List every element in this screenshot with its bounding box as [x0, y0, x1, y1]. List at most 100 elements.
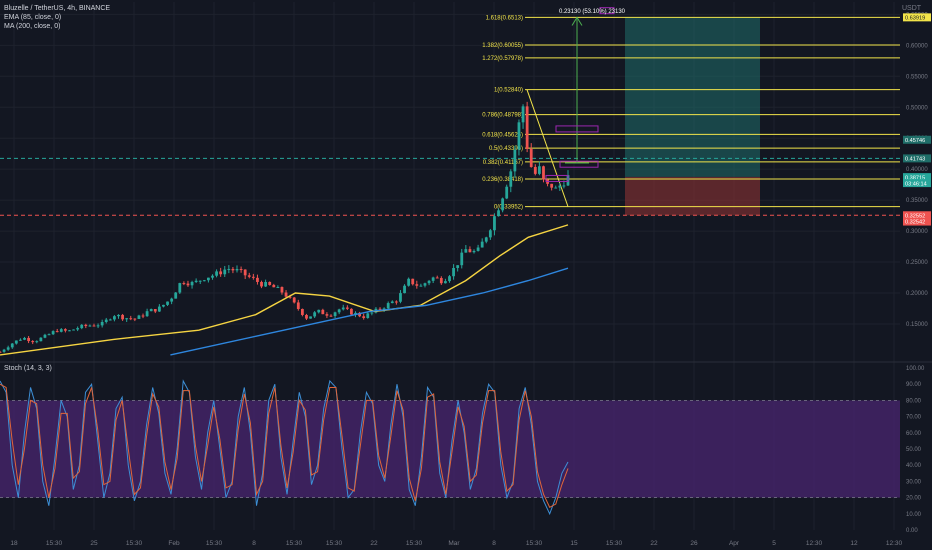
fib-level-label: 0.786(0.48798)	[482, 113, 523, 119]
candle-body	[513, 149, 517, 172]
price-tick-label: 0.50000	[906, 105, 928, 111]
candle-body	[211, 275, 214, 278]
ema-legend[interactable]: EMA (85, close, 0)	[4, 14, 62, 21]
candle-body	[108, 319, 112, 321]
time-tick-label: 15:30	[326, 540, 343, 547]
candle-body	[264, 281, 268, 287]
target-zone	[625, 17, 760, 177]
candle-body	[47, 334, 51, 336]
candle-body	[533, 166, 537, 174]
candle-body	[43, 334, 47, 338]
candle-body	[190, 281, 194, 286]
candle-body	[333, 312, 337, 316]
candle-body	[92, 325, 96, 327]
candle-body	[194, 280, 198, 282]
stoch-tick-label: 70.00	[906, 415, 922, 421]
symbol-title[interactable]: Bluzelle / TetherUS, 4h, BINANCE	[4, 5, 111, 12]
candle-body	[309, 316, 312, 319]
fib-level-label: 1.382(0.60055)	[482, 43, 523, 49]
candle-body	[170, 298, 174, 302]
price-marker	[903, 135, 931, 144]
candle-body	[554, 187, 558, 189]
candle-body	[182, 283, 186, 285]
candle-body	[55, 331, 59, 333]
candle-body	[300, 308, 304, 315]
candle-body	[460, 252, 464, 266]
candle-body	[23, 337, 26, 340]
candle-body	[141, 315, 145, 317]
candle-body	[35, 341, 39, 343]
time-tick-label: 12	[850, 540, 858, 547]
candle-body	[378, 308, 382, 310]
candle-body	[88, 325, 92, 327]
price-marker	[903, 154, 931, 163]
candle-body	[235, 269, 239, 271]
candle-body	[390, 301, 394, 304]
candle-body	[59, 329, 63, 332]
price-marker	[903, 211, 931, 220]
stoch-title[interactable]: Stoch (14, 3, 3)	[4, 365, 52, 372]
ma-line	[170, 267, 569, 356]
time-tick-label: 8	[252, 540, 256, 547]
stoch-legend: Stoch (14, 3, 3)	[4, 364, 52, 373]
candle-body	[72, 329, 75, 331]
time-tick-label: 15:30	[606, 540, 623, 547]
stoch-tick-label: 50.00	[906, 447, 922, 453]
candle-body	[488, 230, 492, 238]
candle-body	[39, 337, 43, 342]
candle-body	[178, 283, 182, 293]
candle-body	[207, 277, 210, 281]
time-tick-label: 5	[772, 540, 776, 547]
candle-body	[313, 312, 317, 317]
candle-body	[493, 216, 496, 231]
candle-body	[162, 304, 165, 307]
price-marker-label: 0.41743	[905, 157, 925, 163]
candle-body	[525, 106, 529, 149]
candle-body	[452, 267, 455, 277]
candle-body	[329, 315, 333, 317]
candle-body	[476, 247, 480, 251]
price-tick-label: 0.60000	[906, 43, 928, 49]
candle-body	[227, 268, 231, 270]
candle-body	[321, 309, 325, 315]
currency-label: USDT	[902, 4, 921, 13]
candle-body	[562, 185, 566, 187]
candle-body	[472, 250, 476, 253]
time-tick-label: Mar	[448, 540, 460, 547]
candle-body	[272, 284, 276, 288]
candle-body	[121, 314, 124, 320]
stoch-tick-label: 0.00	[906, 528, 918, 534]
stop-zone	[625, 176, 760, 216]
price-marker	[903, 179, 931, 188]
candle-body	[370, 312, 374, 314]
candle-body	[350, 308, 353, 315]
candle-body	[296, 302, 300, 309]
stoch-tick-label: 60.00	[906, 431, 922, 437]
candle-body	[305, 314, 308, 319]
candle-body	[219, 271, 223, 275]
candle-body	[31, 341, 35, 343]
stoch-tick-label: 10.00	[906, 512, 922, 518]
highlight-box	[545, 174, 569, 182]
candle-body	[186, 283, 190, 286]
candle-body	[456, 265, 460, 268]
legend: Bluzelle / TetherUS, 4h, BINANCE EMA (85…	[4, 4, 110, 31]
candle-body	[497, 210, 500, 217]
candle-body	[10, 343, 14, 348]
candle-body	[325, 314, 329, 316]
candle-body	[133, 318, 137, 320]
time-tick-label: 12:30	[806, 540, 823, 547]
candle-body	[558, 185, 562, 188]
candle-body	[501, 198, 505, 211]
candle-body	[149, 309, 153, 312]
candle-body	[394, 301, 398, 303]
ma-legend[interactable]: MA (200, close, 0)	[4, 23, 61, 30]
candle-body	[268, 281, 272, 285]
candle-body	[231, 268, 235, 271]
candle-body	[448, 276, 451, 282]
price-tick-label: 0.25000	[906, 260, 928, 266]
candle-body	[439, 278, 443, 284]
stoch-tick-label: 30.00	[906, 479, 922, 485]
candle-body	[407, 278, 411, 286]
